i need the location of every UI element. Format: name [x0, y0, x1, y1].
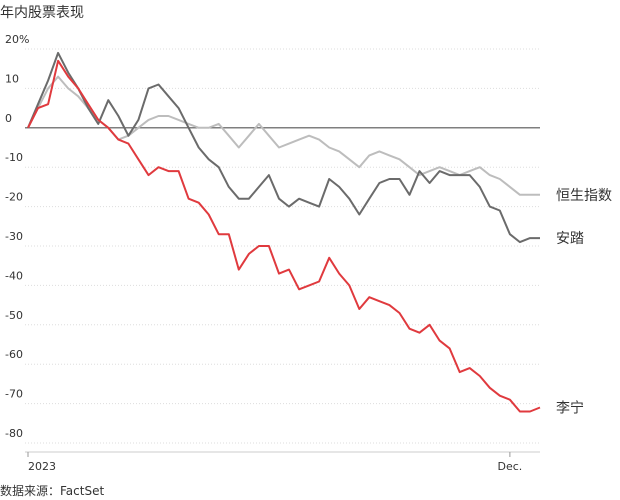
y-tick-label: -80	[5, 427, 23, 440]
x-tick-label: Dec.	[497, 460, 522, 473]
series-label: 恒生指数	[556, 188, 612, 204]
y-tick-label: 20%	[5, 33, 29, 46]
y-tick-label: 0	[5, 112, 12, 125]
series-line	[27, 59, 541, 413]
source-note: 数据来源：FactSet	[0, 483, 104, 498]
chart-title: 年内股票表现	[0, 5, 84, 21]
y-tick-label: -10	[5, 151, 23, 164]
y-tick-label: -30	[5, 230, 23, 243]
series-label: 李宁	[556, 400, 584, 417]
y-tick-label: -50	[5, 309, 23, 322]
y-tick-label: 10	[5, 72, 19, 85]
series-label: 安踏	[556, 231, 584, 247]
y-tick-label: -20	[5, 191, 23, 204]
series-line	[27, 51, 540, 244]
series-line	[27, 75, 540, 196]
y-tick-label: -40	[5, 269, 23, 282]
y-tick-label: -60	[5, 348, 23, 361]
x-tick-label: 2023	[28, 460, 56, 473]
y-tick-label: -70	[5, 388, 23, 401]
